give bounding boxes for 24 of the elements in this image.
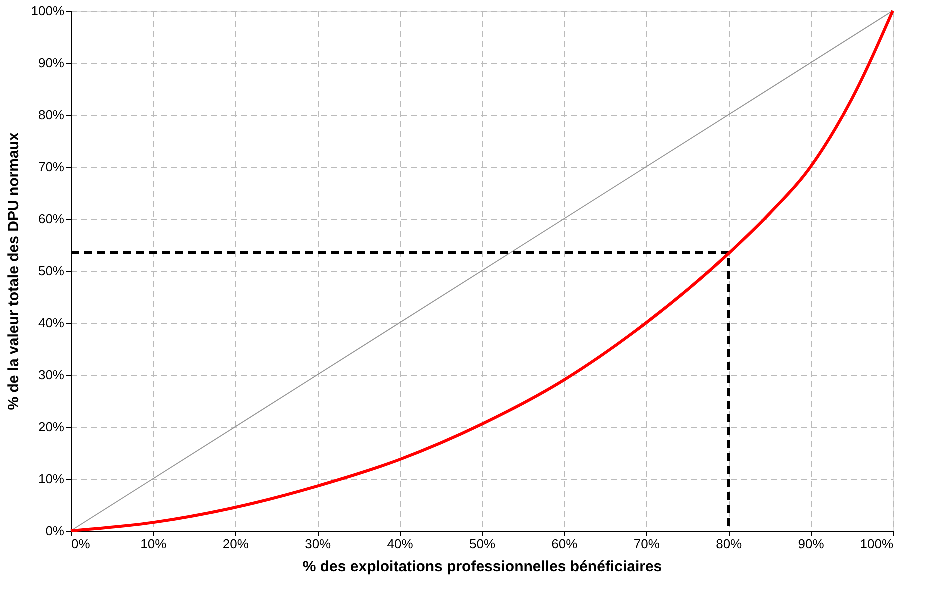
x-tick-label: 80% [716,536,743,552]
y-tick-label: 0% [46,524,65,538]
x-tick-label: 60% [552,536,578,552]
x-tick-label: 20% [222,536,250,552]
y-tick-label: 10% [38,472,65,486]
y-tick-label: 50% [38,264,65,278]
x-tick-label: 10% [140,536,168,552]
y-tick-label: 40% [38,316,65,330]
y-tick-label: 70% [38,160,65,174]
y-tick-label: 100% [31,4,65,18]
x-tick-label: 50% [469,536,496,552]
x-tick-label: 100% [860,536,894,552]
x-tick-label: 0% [72,536,91,552]
y-tick-label: 90% [38,56,65,70]
y-axis-title: % de la valeur totale des DPU normaux [5,132,22,410]
y-tick-label: 80% [38,108,65,122]
x-axis-title: % des exploitations professionnelles bénéficiaires [302,558,662,576]
x-tick-label: 70% [634,536,660,552]
y-tick-label: 20% [38,420,65,434]
x-tick-label: 90% [798,536,825,552]
y-tick-label: 60% [38,212,65,226]
x-tick-label: 40% [387,536,414,552]
x-tick-label: 30% [305,536,332,552]
y-tick-label: 30% [38,368,65,382]
